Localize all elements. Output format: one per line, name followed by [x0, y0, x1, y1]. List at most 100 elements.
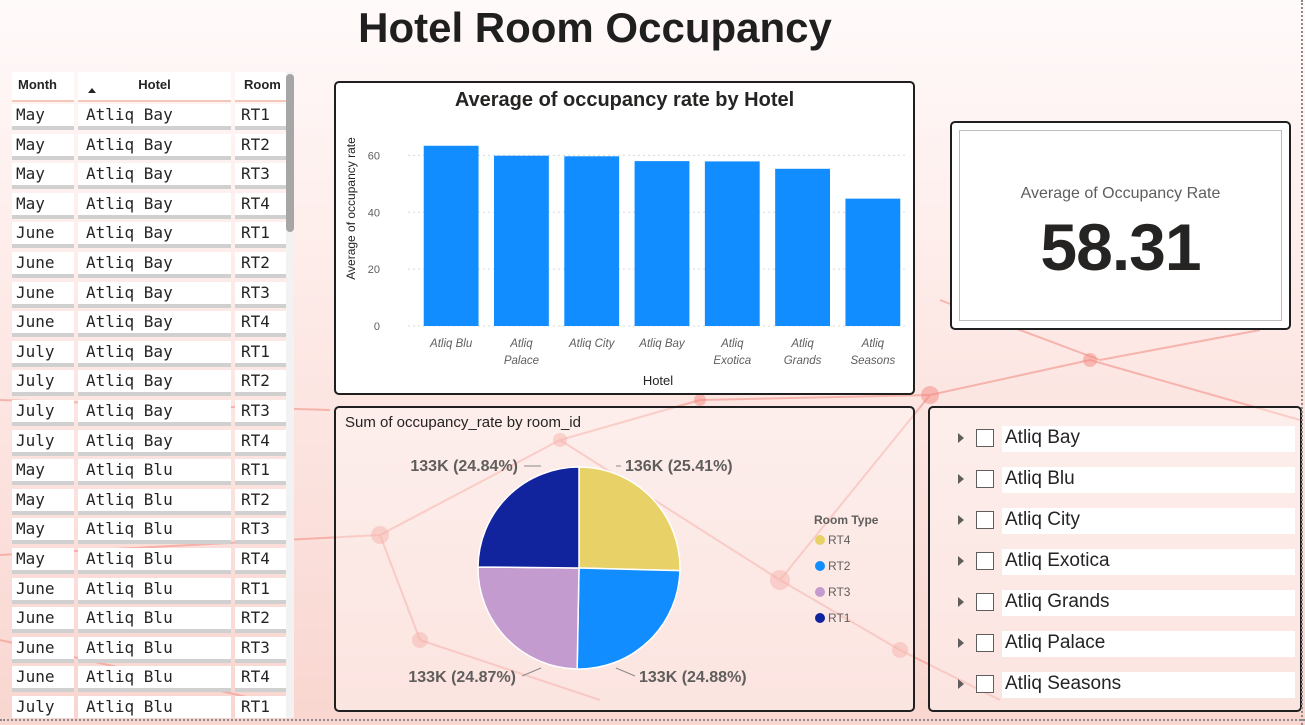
cell-room: RT4: [235, 311, 287, 338]
legend-label: RT4: [828, 533, 851, 547]
legend-label: RT3: [828, 585, 851, 599]
bar-chart-panel[interactable]: Average of occupancy rate by Hotel 0 20 40…: [334, 81, 915, 395]
data-label: 133K (24.87%): [408, 669, 516, 686]
slicer-item[interactable]: Atliq City: [958, 508, 1295, 534]
cell-month: June: [12, 577, 74, 604]
pie-slice-rt1: [477, 466, 580, 569]
bar: [704, 161, 760, 326]
bar-chart: 0 20 40 60 Average of occupancy rate Atliq Bl…: [344, 137, 908, 388]
cell-room: RT1: [235, 340, 287, 367]
legend-marker: [815, 587, 825, 597]
cell-room: RT4: [235, 547, 287, 574]
cell-hotel: Atliq Bay: [78, 133, 231, 160]
x-tick-label: Atliq: [720, 338, 744, 350]
cell-room: RT2: [235, 251, 287, 278]
leader-line: [521, 667, 542, 677]
slicer-item-label: Atliq Palace: [1005, 632, 1106, 653]
page-border-bottom: [0, 719, 1305, 721]
cell-month: June: [12, 251, 74, 278]
cell-hotel: Atliq Blu: [78, 636, 231, 663]
slicer-item[interactable]: Atliq Grands: [958, 590, 1295, 616]
cell-room: RT1: [235, 577, 287, 604]
sort-ascending-icon: [88, 88, 96, 93]
slicer-item-background: [1002, 426, 1295, 452]
slicer-checkbox[interactable]: [976, 511, 994, 529]
data-table: Month Hotel Room May Atliq Bay RT1 May Atliq…: [10, 72, 295, 718]
cell-room: RT2: [235, 488, 287, 515]
cell-hotel: Atliq Blu: [78, 459, 231, 486]
slicer-item[interactable]: Atliq Blu: [958, 467, 1295, 493]
pie-slice-rt4: [578, 466, 681, 572]
data-label: 133K (24.84%): [410, 458, 518, 475]
cell-room: RT3: [235, 281, 287, 308]
bar: [423, 145, 479, 326]
data-label: 136K (25.41%): [625, 458, 733, 475]
slicer-item[interactable]: Atliq Exotica: [958, 549, 1295, 575]
leader-line: [615, 667, 636, 677]
x-tick-label: Exotica: [713, 355, 751, 367]
slicer-item-background: [1002, 590, 1295, 616]
bar: [775, 168, 830, 326]
pie-chart: 136K (25.41%) 133K (24.88%) 133K (24.87%) 1…: [408, 458, 878, 686]
slicer-item-background: [1002, 631, 1295, 657]
x-tick-label: Grands: [784, 355, 822, 367]
slicer-checkbox[interactable]: [976, 675, 994, 693]
cell-hotel: Atliq Bay: [78, 429, 231, 456]
slicer-checkbox[interactable]: [976, 470, 994, 488]
cell-hotel: Atliq Blu: [78, 666, 231, 693]
cell-hotel: Atliq Blu: [78, 695, 231, 718]
cell-hotel: Atliq Bay: [78, 222, 231, 249]
slicer-item[interactable]: Atliq Palace: [958, 631, 1295, 657]
slicer-item[interactable]: Atliq Seasons: [958, 672, 1295, 698]
expand-arrow-icon[interactable]: [958, 515, 964, 525]
legend-label: RT2: [828, 559, 851, 573]
scroll-thumb[interactable]: [286, 74, 294, 232]
column-header-hotel-label: Hotel: [138, 77, 171, 92]
slicer-checkbox[interactable]: [976, 634, 994, 652]
cell-room: RT4: [235, 192, 287, 219]
cell-month: May: [12, 547, 74, 574]
cell-month: July: [12, 399, 74, 426]
cell-month: July: [12, 429, 74, 456]
x-tick-label: Atliq: [790, 338, 814, 350]
slicer-checkbox[interactable]: [976, 593, 994, 611]
x-tick-label: Palace: [504, 355, 539, 367]
table-scrollbar[interactable]: [286, 72, 294, 718]
cell-month: May: [12, 104, 74, 130]
expand-arrow-icon[interactable]: [958, 597, 964, 607]
cell-month: May: [12, 192, 74, 219]
expand-arrow-icon[interactable]: [958, 474, 964, 484]
column-header-room[interactable]: Room: [235, 72, 287, 102]
slicer-item[interactable]: Atliq Bay: [958, 426, 1295, 452]
pie-chart-panel[interactable]: Sum of occupancy_rate by room_id 136K (2…: [334, 406, 915, 712]
slicer-item-label: Atliq Grands: [1005, 591, 1110, 612]
kpi-card[interactable]: Average of Occupancy Rate 58.31: [950, 121, 1291, 330]
legend-marker: [815, 613, 825, 623]
cell-room: RT3: [235, 399, 287, 426]
column-header-month[interactable]: Month: [12, 72, 74, 102]
kpi-card-inner: Average of Occupancy Rate 58.31: [959, 130, 1282, 321]
slicer-checkbox[interactable]: [976, 552, 994, 570]
expand-arrow-icon[interactable]: [958, 679, 964, 689]
y-tick-label: 60: [368, 150, 380, 162]
y-axis-title: Average of occupancy rate: [344, 137, 358, 280]
cell-room: RT2: [235, 607, 287, 634]
expand-arrow-icon[interactable]: [958, 433, 964, 443]
slicer-checkbox[interactable]: [976, 429, 994, 447]
bar: [634, 161, 690, 326]
cell-room: RT2: [235, 133, 287, 160]
cell-hotel: Atliq Bay: [78, 311, 231, 338]
cell-month: May: [12, 163, 74, 190]
cell-month: July: [12, 370, 74, 397]
expand-arrow-icon[interactable]: [958, 556, 964, 566]
cell-month: June: [12, 281, 74, 308]
cell-month: May: [12, 459, 74, 486]
page-title: Hotel Room Occupancy: [358, 4, 832, 51]
hotel-slicer[interactable]: Atliq Bay Atliq Blu Atliq City Atliq Exotic…: [928, 406, 1302, 712]
cell-month: July: [12, 695, 74, 718]
expand-arrow-icon[interactable]: [958, 638, 964, 648]
y-tick-label: 40: [368, 207, 380, 219]
column-header-hotel[interactable]: Hotel: [78, 72, 231, 102]
page-border-right: [1301, 0, 1303, 725]
cell-month: June: [12, 666, 74, 693]
